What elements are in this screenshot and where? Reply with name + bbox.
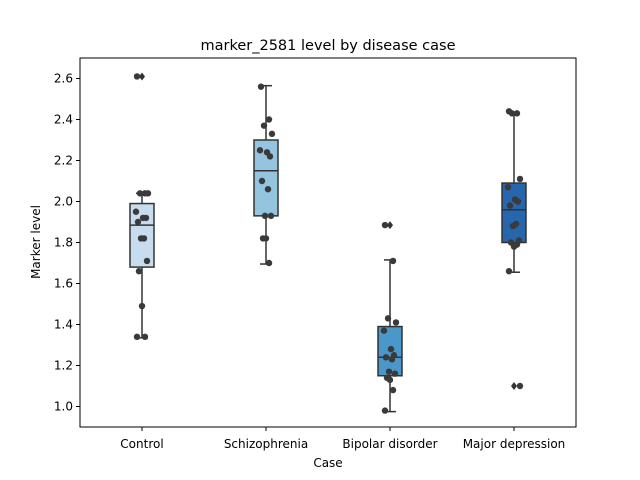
data-point [391,370,399,377]
data-point [516,175,524,183]
data-point [266,153,274,160]
data-point [260,122,268,129]
data-point [268,130,276,138]
box-group [501,112,527,390]
data-point [264,186,272,193]
y-tick-label: 1.8 [54,236,73,250]
y-tick-label: 1.4 [54,318,73,332]
data-point [262,235,270,242]
point-group [132,73,152,340]
y-tick-label: 2.2 [54,154,73,168]
y-tick-label: 2.0 [54,195,73,209]
y-axis-label: Marker level [29,205,43,279]
data-point [385,368,393,375]
data-point [508,110,516,117]
data-point [506,202,514,209]
y-tick-label: 1.6 [54,277,73,291]
x-tick-label: Major depression [463,437,566,451]
x-axis: Control Schizophrenia Bipolar disorder Majo… [120,427,565,451]
data-point [380,327,388,334]
data-point [141,333,149,340]
data-point [265,116,273,123]
data-point [389,257,397,265]
data-point [387,345,395,353]
data-point [265,259,273,267]
data-point [144,190,152,197]
point-group [380,221,400,414]
data-point [509,222,517,230]
outlier-marker [139,72,145,81]
point-group [504,108,524,390]
x-axis-label: Case [313,456,342,470]
point-group [256,83,276,267]
x-tick-label: Bipolar disorder [342,437,437,451]
data-point [133,73,141,80]
data-point [384,315,392,322]
data-point [133,333,141,340]
data-point [504,183,512,191]
data-point [381,407,389,414]
x-tick-label: Control [120,437,163,451]
data-point [256,147,264,154]
y-tick-label: 1.0 [54,400,73,414]
y-tick-label: 2.6 [54,72,73,86]
data-point [516,382,524,390]
data-point [135,268,143,275]
data-point [381,221,389,229]
data-point [513,110,521,117]
data-point [136,190,144,197]
iqr-box [501,182,527,244]
data-point [388,356,396,363]
data-point [386,376,394,384]
outlier-marker [511,382,517,390]
data-point [514,198,522,205]
data-point [143,257,151,265]
data-point [134,218,142,226]
data-point [257,83,265,90]
x-tick-label: Schizophrenia [224,437,308,451]
data-point [137,235,145,242]
data-point [138,302,146,310]
data-point [132,208,140,215]
plot-area [129,72,527,414]
plot-frame [79,57,577,428]
outlier-marker [387,221,393,230]
chart-title: marker_2581 level by disease case [201,38,456,54]
data-point [261,212,269,220]
data-point [513,241,521,248]
data-point [258,177,266,185]
data-point [382,354,390,361]
data-point [267,212,275,220]
y-tick-label: 2.4 [54,113,73,127]
y-tick-label: 1.2 [54,359,73,373]
data-point [389,386,397,394]
data-point [392,319,400,326]
data-point [142,214,150,222]
y-axis: 1.0 1.2 1.4 1.6 1.8 2.0 2.2 2.4 2.6 [54,72,80,414]
data-point [505,268,513,275]
